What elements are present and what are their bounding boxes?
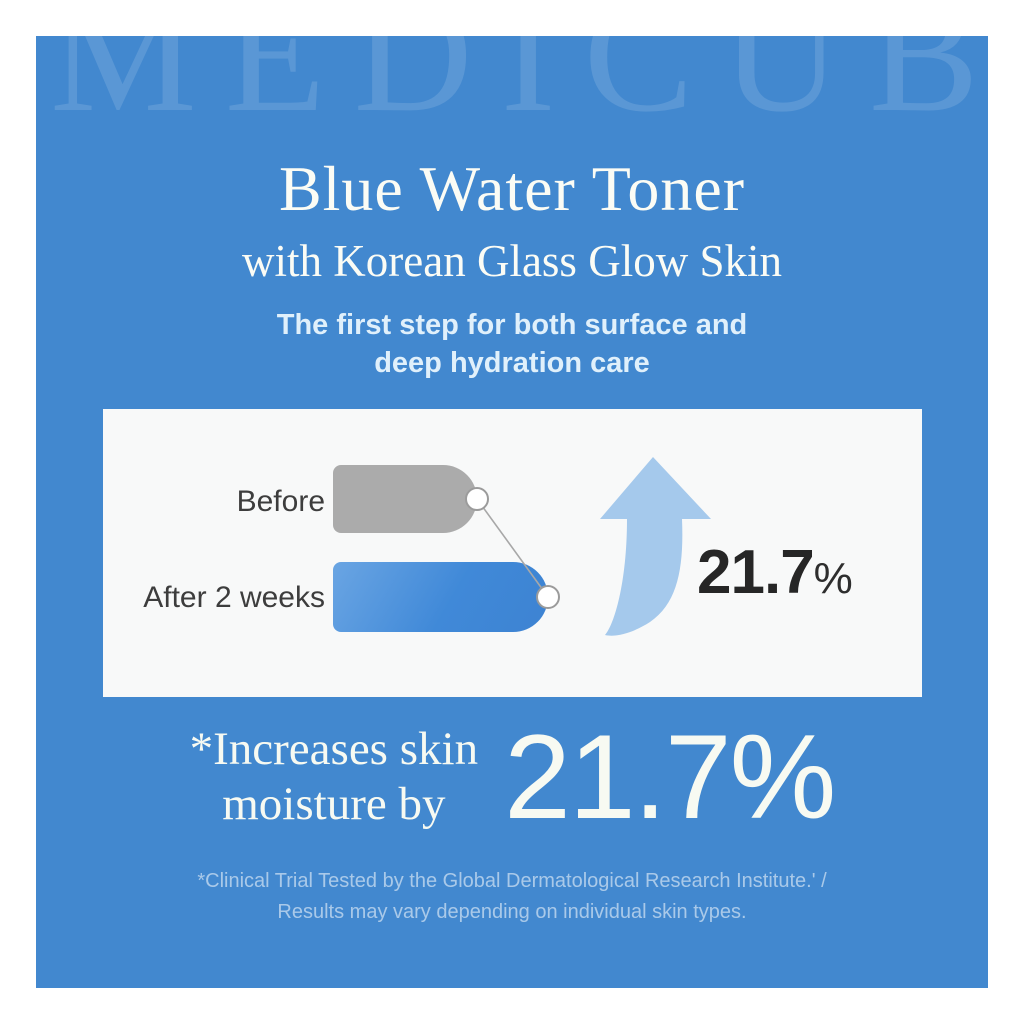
claim-value: 21.7% [504, 710, 836, 844]
bar-tip-marker-after [536, 585, 560, 609]
brand-watermark: MEDICUB [50, 36, 988, 146]
poster-background: MEDICUB Blue Water Toner with Korean Gla… [36, 36, 988, 988]
chart-annotation-value: 21.7 [697, 538, 815, 607]
tagline-line-1: The first step for both surface and [276, 309, 748, 341]
bar-before [333, 465, 477, 533]
tagline: The first step for both surface and deep… [36, 306, 988, 382]
comparison-chart-card: Before After 2 weeks 21.7% [103, 409, 922, 697]
disclaimer-line-2: Results may vary depending on individual… [277, 901, 747, 923]
claim-text: *Increases skin moisture by [190, 722, 478, 832]
increase-arrow-icon [600, 457, 711, 636]
bar-label-after: After 2 weeks [143, 581, 325, 614]
claim-line-1: *Increases skin [189, 723, 479, 775]
chart-annotation-unit: % [813, 554, 853, 603]
product-subtitle: with Korean Glass Glow Skin [242, 236, 782, 286]
bar-tip-marker-before [465, 487, 489, 511]
product-title: Blue Water Toner [278, 153, 746, 224]
claim-row: *Increases skin moisture by 21.7% [36, 708, 988, 846]
disclaimer-line-1: *Clinical Trial Tested by the Global Der… [197, 870, 827, 892]
bar-after [333, 562, 548, 632]
disclaimer: *Clinical Trial Tested by the Global Der… [36, 866, 988, 928]
bar-label-before: Before [236, 485, 325, 518]
tagline-line-2: deep hydration care [374, 347, 650, 379]
claim-line-2: moisture by [222, 778, 446, 830]
chart-annotation: 21.7% [697, 537, 853, 608]
